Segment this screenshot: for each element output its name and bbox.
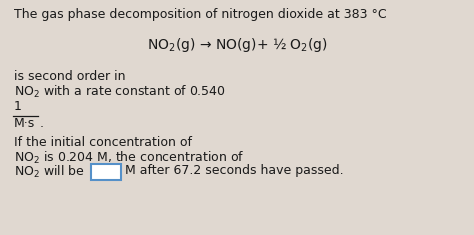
- Text: NO$_2$ with a rate constant of 0.540: NO$_2$ with a rate constant of 0.540: [14, 84, 226, 100]
- Text: 1: 1: [14, 100, 22, 113]
- Text: M after 67.2 seconds have passed.: M after 67.2 seconds have passed.: [125, 164, 344, 177]
- Text: .: .: [40, 117, 44, 130]
- Text: NO$_2$ is 0.204 M, the concentration of: NO$_2$ is 0.204 M, the concentration of: [14, 150, 245, 166]
- Text: NO$_2$(g) → NO(g)+ ½ O$_2$(g): NO$_2$(g) → NO(g)+ ½ O$_2$(g): [146, 36, 328, 54]
- Text: If the initial concentration of: If the initial concentration of: [14, 136, 192, 149]
- Text: is second order in: is second order in: [14, 70, 126, 83]
- Text: NO$_2$ will be: NO$_2$ will be: [14, 164, 85, 180]
- Text: M·s: M·s: [14, 117, 35, 130]
- Text: The gas phase decomposition of nitrogen dioxide at 383 °C: The gas phase decomposition of nitrogen …: [14, 8, 387, 21]
